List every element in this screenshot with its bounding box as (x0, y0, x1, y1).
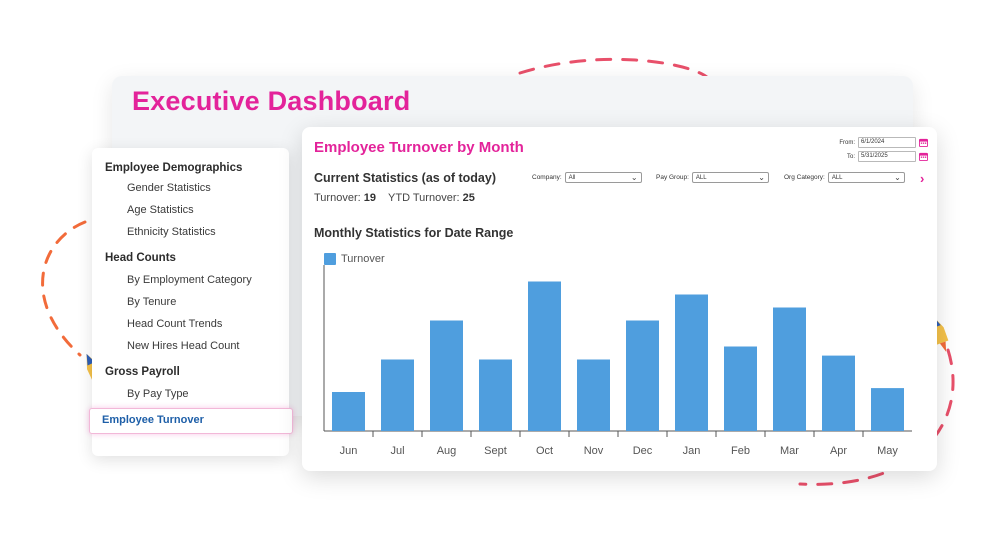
legend-label: Turnover (341, 253, 385, 265)
page-title: Executive Dashboard (132, 86, 411, 116)
to-label: To: (846, 153, 855, 160)
chevron-right-icon[interactable]: › (920, 171, 925, 186)
report-title: Employee Turnover by Month (314, 139, 524, 156)
pay-group-select-value: ALL (695, 175, 707, 181)
x-tick-label: Oct (536, 445, 553, 457)
turnover-value: 19 (363, 192, 376, 204)
x-tick-label: Mar (780, 445, 799, 457)
calendar-icon[interactable] (919, 138, 928, 147)
x-tick-label: Nov (584, 445, 604, 457)
from-date-input[interactable]: 6/1/2024 (858, 137, 916, 148)
x-tick-label: Feb (731, 445, 750, 457)
pay-group-select[interactable]: ALL ⌄ (691, 172, 769, 183)
bar-nov[interactable] (577, 359, 610, 432)
bar-apr[interactable] (822, 355, 855, 431)
pay-group-filter: Pay Group: ALL ⌄ (656, 172, 769, 183)
company-filter: Company: All ⌄ (532, 172, 642, 183)
chevron-down-icon: ⌄ (894, 173, 901, 182)
turnover-label: Turnover: (314, 192, 361, 204)
sidebar-item-by-tenure[interactable]: By Tenure (127, 296, 177, 308)
sidebar-item-gender-statistics[interactable]: Gender Statistics (127, 182, 211, 194)
from-label: From: (839, 139, 855, 146)
pay-group-filter-label: Pay Group: (656, 174, 689, 181)
turnover-stats: Turnover: 19 YTD Turnover: 25 (314, 192, 475, 204)
chart-legend: Turnover (324, 253, 385, 265)
x-tick-label: May (877, 445, 898, 457)
bar-jan[interactable] (675, 294, 708, 432)
x-tick-label: Jun (340, 445, 358, 457)
x-tick-label: Dec (633, 445, 653, 457)
company-select[interactable]: All ⌄ (564, 172, 642, 183)
bar-dec[interactable] (626, 320, 659, 432)
bar-jun[interactable] (332, 392, 365, 431)
sidebar-item-by-pay-type[interactable]: By Pay Type (127, 388, 189, 400)
company-filter-label: Company: (532, 174, 562, 181)
org-category-filter-label: Org Category: (784, 174, 825, 181)
bar-jul[interactable] (381, 359, 414, 432)
sidebar-item-new-hires-head-count[interactable]: New Hires Head Count (127, 340, 240, 352)
sidebar-item-employee-turnover[interactable]: Employee Turnover (89, 408, 293, 434)
employee-turnover-report: Employee Turnover by Month From: 6/1/202… (302, 127, 937, 471)
bar-mar[interactable] (773, 307, 806, 432)
sidebar-group-employee-demographics[interactable]: Employee Demographics (105, 162, 243, 174)
sidebar-item-head-count-trends[interactable]: Head Count Trends (127, 318, 223, 330)
left-dashed-arc (41, 220, 87, 357)
x-tick-label: Jan (683, 445, 701, 457)
sidebar-item-ethnicity-statistics[interactable]: Ethnicity Statistics (127, 226, 216, 238)
org-category-select-value: ALL (831, 175, 843, 181)
current-statistics-title: Current Statistics (as of today) (314, 171, 496, 185)
sidebar-item-label: Employee Turnover (102, 414, 204, 426)
bar-aug[interactable] (430, 320, 463, 432)
x-tick-label: Aug (437, 445, 457, 457)
calendar-icon[interactable] (919, 152, 928, 161)
sidebar-item-by-employment-category[interactable]: By Employment Category (127, 274, 252, 286)
x-tick-label: Apr (830, 445, 847, 457)
chevron-down-icon: ⌄ (758, 173, 765, 182)
sidebar-group-gross-payroll[interactable]: Gross Payroll (105, 366, 180, 378)
report-sidebar: Employee Demographics Gender Statistics … (89, 148, 293, 456)
legend-swatch (324, 253, 336, 265)
org-category-filter: Org Category: ALL ⌄ (784, 172, 905, 183)
turnover-bar-chart: Jun Jul Aug Sept Oct Nov Dec Jan Feb Mar Apr May (323, 265, 912, 457)
bar-may[interactable] (871, 388, 904, 431)
bar-sept[interactable] (479, 359, 512, 432)
sidebar-item-age-statistics[interactable]: Age Statistics (127, 204, 194, 216)
to-date-input[interactable]: 5/31/2025 (858, 151, 916, 162)
chevron-down-icon: ⌄ (630, 173, 638, 182)
org-category-select[interactable]: ALL ⌄ (827, 172, 905, 183)
to-date-row: To: 5/31/2025 (847, 151, 928, 162)
x-tick-label: Jul (390, 445, 404, 457)
ytd-turnover-label: YTD Turnover: (388, 192, 460, 204)
bar-feb[interactable] (724, 346, 757, 432)
company-select-value: All (568, 175, 576, 181)
from-date-row: From: 6/1/2024 (839, 137, 928, 148)
bar-oct[interactable] (528, 281, 561, 432)
sidebar-group-head-counts[interactable]: Head Counts (105, 252, 176, 264)
ytd-turnover-value: 25 (462, 192, 475, 204)
x-tick-label: Sept (484, 445, 507, 457)
monthly-statistics-title: Monthly Statistics for Date Range (314, 226, 514, 240)
